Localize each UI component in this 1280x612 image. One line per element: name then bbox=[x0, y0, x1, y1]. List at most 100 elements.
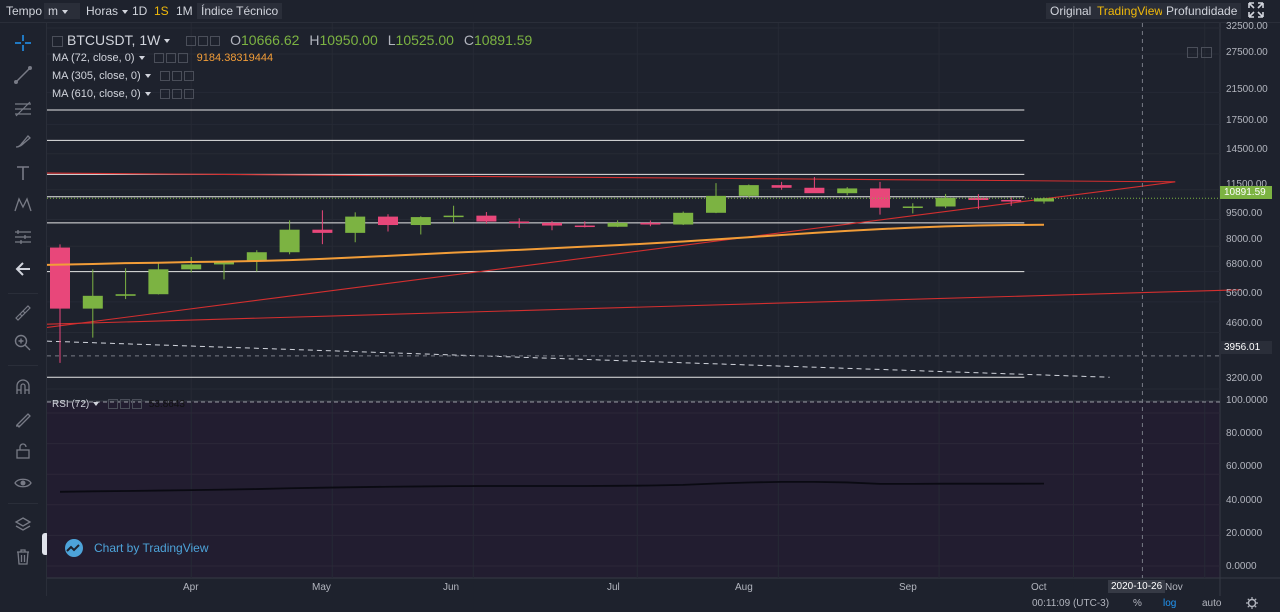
rsi-legend: RSI (72) 53.8643 bbox=[52, 399, 185, 410]
price-tick: 21500.00 bbox=[1226, 84, 1268, 95]
last-price-badge: 10891.59 bbox=[1220, 186, 1272, 199]
technical-indicators-button[interactable]: Índice Técnico bbox=[197, 3, 283, 19]
eye-icon[interactable] bbox=[11, 471, 35, 495]
settings-gear-icon[interactable] bbox=[1246, 597, 1258, 612]
ohlc-close: C10891.59 bbox=[463, 32, 533, 48]
rsi-settings-icons[interactable] bbox=[106, 399, 143, 410]
price-tick: 32500.00 bbox=[1226, 21, 1268, 32]
candle-body bbox=[345, 216, 366, 233]
lock-icon[interactable] bbox=[11, 439, 35, 463]
pane-down-icon[interactable] bbox=[1187, 47, 1198, 58]
price-tick: 27500.00 bbox=[1226, 47, 1268, 58]
candle-body bbox=[1034, 198, 1054, 202]
log-scale-toggle[interactable]: log bbox=[1163, 598, 1177, 609]
candle-body bbox=[1001, 199, 1022, 202]
stay-drawing-icon[interactable] bbox=[11, 407, 35, 431]
rsi-line bbox=[59, 480, 1045, 493]
ma305-settings-icons[interactable] bbox=[158, 70, 194, 82]
chevron-down-icon[interactable] bbox=[138, 56, 145, 61]
tradingview-logo-icon bbox=[62, 539, 86, 557]
auto-scale-toggle[interactable]: auto bbox=[1202, 598, 1222, 609]
rsi-tick: 0.0000 bbox=[1226, 561, 1257, 572]
candle-body bbox=[968, 197, 989, 200]
symbol-name[interactable]: BTCUSDT, 1W bbox=[67, 32, 161, 48]
time-tick: Aug bbox=[735, 582, 753, 593]
magnet-icon[interactable] bbox=[11, 375, 35, 399]
crosshair-icon[interactable] bbox=[11, 31, 35, 55]
chevron-down-icon[interactable] bbox=[93, 402, 100, 407]
view-tradingview-button[interactable]: TradingView bbox=[1093, 3, 1168, 19]
back-arrow-icon[interactable] bbox=[11, 257, 35, 281]
interval-1m-button[interactable]: 1M bbox=[176, 4, 193, 18]
candle-body bbox=[706, 195, 726, 213]
chevron-down-icon[interactable] bbox=[144, 74, 151, 79]
trend-line-icon[interactable] bbox=[11, 63, 35, 87]
trendline bbox=[47, 172, 1176, 183]
price-tick: 4600.00 bbox=[1226, 318, 1263, 329]
candle-body bbox=[279, 229, 300, 253]
chevron-down-icon[interactable] bbox=[164, 39, 171, 44]
fullscreen-icon[interactable] bbox=[1244, 2, 1268, 18]
price-axis-bg bbox=[1220, 23, 1280, 596]
view-depth-button[interactable]: Profundidade bbox=[1162, 3, 1242, 19]
trendline bbox=[47, 181, 1176, 328]
candle-body bbox=[902, 206, 923, 208]
ohlc-low: L10525.00 bbox=[387, 32, 454, 48]
pane-maximize-icon[interactable] bbox=[1201, 47, 1212, 58]
time-tick: Jun bbox=[443, 582, 460, 593]
interval-1s-button[interactable]: 1S bbox=[154, 4, 169, 18]
price-tick: 6800.00 bbox=[1226, 259, 1263, 270]
chevron-down-icon[interactable] bbox=[144, 92, 151, 97]
hours-interval-select[interactable]: Horas bbox=[82, 3, 132, 19]
candle-body bbox=[574, 225, 595, 228]
rsi-value: 53.8643 bbox=[148, 399, 185, 410]
ma610-label[interactable]: MA (610, close, 0) bbox=[52, 88, 141, 100]
brush-icon[interactable] bbox=[11, 129, 35, 153]
sidebar-collapse-handle[interactable] bbox=[42, 533, 49, 555]
object-tree-icon[interactable] bbox=[11, 513, 35, 537]
candle-body bbox=[509, 221, 530, 224]
ruler-icon[interactable] bbox=[11, 301, 35, 325]
rsi-tick: 100.0000 bbox=[1226, 395, 1268, 406]
top-toolbar: Tempo m Horas 1D 1S 1M Índice Técnico Or… bbox=[0, 0, 1280, 23]
pattern-icon[interactable] bbox=[11, 193, 35, 217]
candle-body bbox=[640, 222, 661, 225]
trash-icon[interactable] bbox=[11, 545, 35, 569]
ma305-label[interactable]: MA (305, close, 0) bbox=[52, 70, 141, 82]
ma72-line bbox=[47, 223, 1045, 266]
rsi-label[interactable]: RSI (72) bbox=[52, 399, 90, 410]
price-tick: 14500.00 bbox=[1226, 144, 1268, 155]
ma72-settings-icons[interactable] bbox=[152, 52, 188, 64]
crosshair-price-badge: 3956.01 bbox=[1220, 341, 1272, 354]
candle-body bbox=[246, 252, 267, 262]
series-settings-icons[interactable] bbox=[184, 32, 221, 48]
price-tick: 8000.00 bbox=[1226, 234, 1263, 245]
sidebar-divider bbox=[8, 365, 38, 366]
tradingview-watermark[interactable]: Chart by TradingView bbox=[62, 539, 209, 557]
text-tool-icon[interactable] bbox=[11, 161, 35, 185]
prediction-icon[interactable] bbox=[11, 225, 35, 249]
sidebar-divider bbox=[8, 293, 38, 294]
candle-body bbox=[50, 247, 70, 309]
candle-body bbox=[804, 187, 825, 194]
collapse-legend-icon[interactable] bbox=[52, 35, 63, 47]
candle-body bbox=[378, 216, 398, 226]
zoom-in-icon[interactable] bbox=[11, 331, 35, 355]
ma610-settings-icons[interactable] bbox=[158, 88, 194, 100]
price-tick: 17500.00 bbox=[1226, 115, 1268, 126]
symbol-legend: BTCUSDT, 1W O10666.62 H10950.00 L10525.0… bbox=[52, 32, 532, 48]
interval-1d-button[interactable]: 1D bbox=[132, 4, 148, 18]
ma610-legend: MA (610, close, 0) bbox=[52, 88, 194, 100]
candle-body bbox=[738, 185, 759, 196]
clock-timezone[interactable]: 00:11:09 (UTC-3) bbox=[1032, 598, 1110, 609]
chart-canvas[interactable] bbox=[47, 23, 1280, 596]
ma305-legend: MA (305, close, 0) bbox=[52, 70, 194, 82]
percent-scale-toggle[interactable]: % bbox=[1133, 598, 1142, 609]
ma72-label[interactable]: MA (72, close, 0) bbox=[52, 52, 135, 64]
view-original-button[interactable]: Original bbox=[1046, 3, 1096, 19]
candle-body bbox=[476, 215, 497, 222]
time-tick: May bbox=[312, 582, 331, 593]
minute-interval-select[interactable]: m bbox=[44, 3, 80, 19]
candle-body bbox=[771, 185, 792, 188]
fib-retracement-icon[interactable] bbox=[11, 97, 35, 121]
